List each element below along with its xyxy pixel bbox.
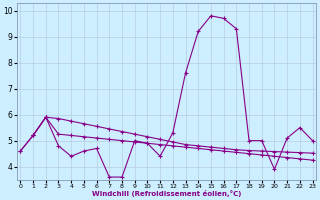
X-axis label: Windchill (Refroidissement éolien,°C): Windchill (Refroidissement éolien,°C)	[92, 190, 241, 197]
